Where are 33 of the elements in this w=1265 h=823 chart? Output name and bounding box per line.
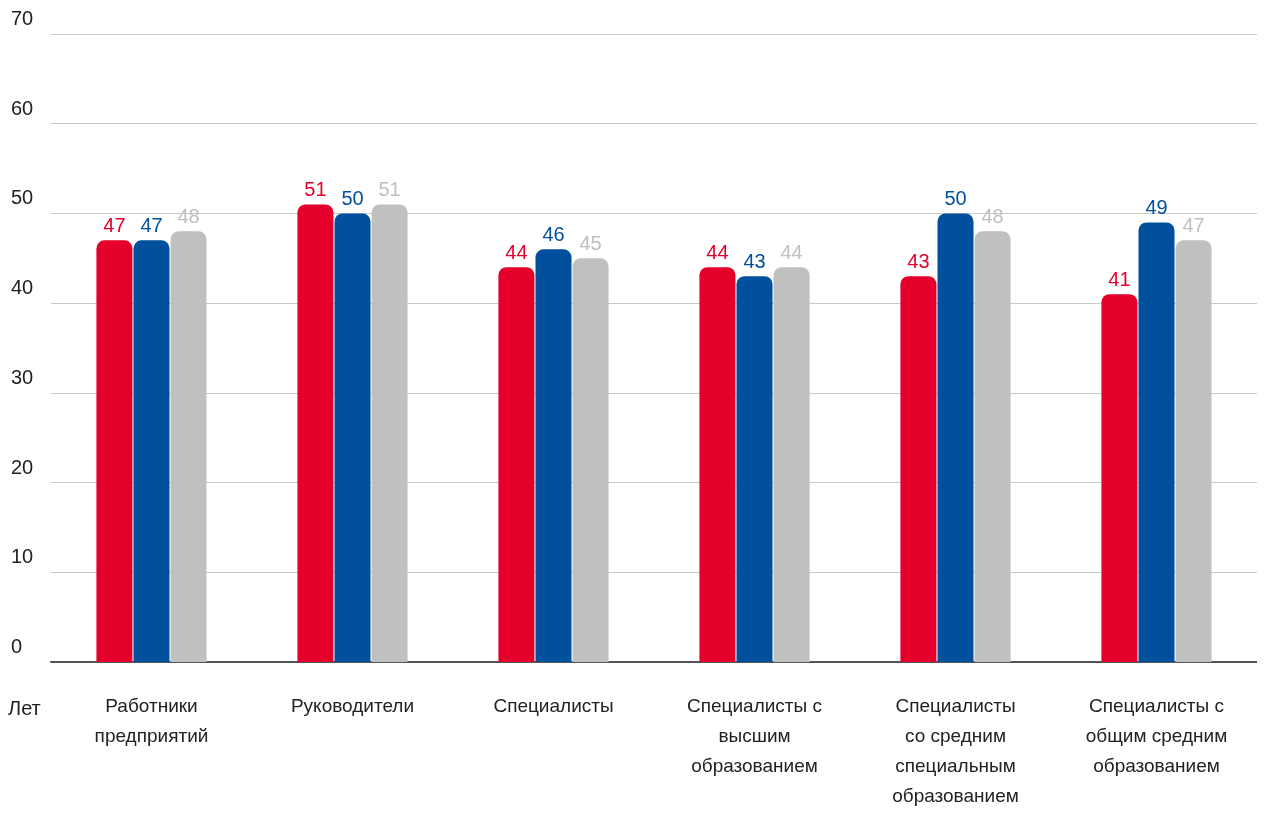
data-label: 44 <box>706 241 729 264</box>
x-tick-label: Специалисты <box>493 694 614 716</box>
data-label: 49 <box>1145 196 1168 219</box>
x-tick-label: Специалисты с общим средним образованием <box>1085 694 1228 776</box>
x-tick-label: Специалисты с высшим образованием <box>687 694 822 776</box>
data-label: 51 <box>304 178 327 201</box>
data-label: 43 <box>907 250 930 273</box>
x-tick-label: Работники предприятий <box>94 694 209 746</box>
y-tick-label: 0 <box>11 635 23 657</box>
y-tick-label: 20 <box>11 455 34 478</box>
y-tick-label: 50 <box>11 186 34 209</box>
y-axis-title: Лет <box>8 697 41 719</box>
data-label: 48 <box>177 205 200 228</box>
data-label: 45 <box>579 232 602 255</box>
data-label: 47 <box>103 214 126 237</box>
x-tick-label: Руководители <box>290 694 415 716</box>
y-tick-label: 40 <box>11 276 34 299</box>
data-label: 47 <box>140 214 163 237</box>
data-label: 44 <box>780 241 803 264</box>
x-tick-label: Специалисты со средним специальным образованием <box>892 694 1019 806</box>
data-label: 47 <box>1182 214 1205 237</box>
y-tick-label: 10 <box>11 545 34 568</box>
data-label: 48 <box>981 205 1004 228</box>
y-tick-label: 30 <box>11 365 34 388</box>
data-label: 50 <box>944 187 967 210</box>
data-label: 50 <box>341 187 364 210</box>
data-label: 43 <box>743 250 766 273</box>
data-label: 44 <box>505 241 528 264</box>
y-tick-label: 60 <box>11 96 34 119</box>
data-label: 46 <box>542 223 565 246</box>
y-tick-label: 70 <box>11 7 34 29</box>
data-label: 41 <box>1108 268 1131 291</box>
data-label: 51 <box>378 178 401 201</box>
